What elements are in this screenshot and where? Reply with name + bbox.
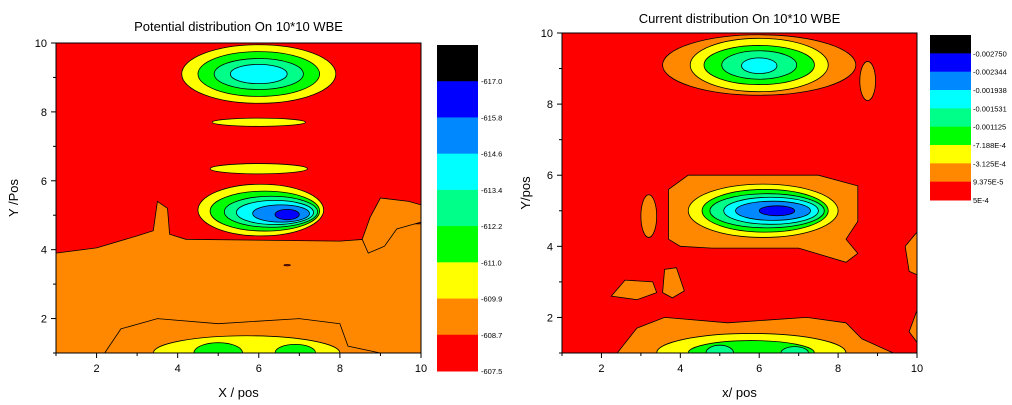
x-axis-label: X / pos [218,385,259,400]
x-tick-label: 10 [415,363,427,375]
colorbar-swatch [930,145,971,164]
contour-region [741,57,778,74]
contour-region [662,267,685,299]
contour-region [283,264,291,267]
colorbar-label: -0.001938 [973,86,1007,95]
colorbar-label: 5E-4 [973,196,989,205]
x-tick-label: 10 [911,363,923,375]
colorbar-swatch [930,181,971,201]
y-tick-label: 4 [547,241,553,253]
contour-region [904,231,917,276]
colorbar-label: -609.9 [481,295,502,304]
contour-area [56,43,421,353]
x-tick-label: 6 [256,363,262,375]
colorbar-label: -615.8 [481,113,502,122]
colorbar-swatch [930,126,971,146]
colorbar-swatch [437,81,478,118]
chart-1: 2 4 6 8 10 2 4 6 8 10 Potential distribution On 10… [6,19,502,400]
y-tick-label: 10 [35,38,47,50]
colorbar: -617.0 -615.8 -614.6 -613.4 -612.2 -611.0 -609… [437,45,502,376]
y-tick-label: 6 [41,176,47,188]
colorbar-label: -611.0 [481,258,502,267]
colorbar-label: -0.001125 [973,123,1006,132]
y-tick-label: 8 [547,99,553,111]
colorbar-label: -612.2 [481,222,502,231]
chart-2: 2 4 6 8 10 2 4 6 8 10 Current distribution On 10*1… [518,11,1007,400]
x-tick-label: 4 [677,363,683,375]
contour-region [274,208,300,221]
x-tick-label: 8 [835,363,841,375]
contour-region [211,117,306,127]
contour-region [640,194,658,238]
x-tick-label: 8 [337,363,343,375]
colorbar-label: 9.375E-5 [973,178,1003,187]
contour-region [780,346,809,353]
colorbar-swatch [437,45,478,82]
contour-region [859,61,876,101]
colorbar: -0.002750 -0.002344 -0.001938 -0.001531 -0.0… [930,35,1007,205]
y-tick-label: 4 [41,245,47,257]
colorbar-label: -613.4 [481,186,502,195]
chart-title: Current distribution On 10*10 WBE [639,11,841,26]
colorbar-label: -0.002344 [973,68,1007,77]
plot-frame [55,42,422,354]
colorbar-swatch [437,226,478,263]
x-axis-label: x/ pos [722,385,757,400]
contour-region [361,197,421,254]
plot-frame [561,32,918,354]
y-axis-label: Y/pos [518,176,533,210]
contour-area [562,33,917,353]
colorbar-swatch [930,90,971,109]
colorbar-swatch [930,71,971,91]
colorbar-swatch [437,153,478,191]
contour-region [758,205,796,217]
colorbar-swatch [437,298,478,336]
y-tick-label: 8 [41,107,47,119]
contour-region [209,163,308,175]
colorbar-label: -608.7 [481,331,502,340]
colorbar-swatch [437,262,478,300]
colorbar-swatch [930,163,971,183]
x-tick-label: 6 [756,363,762,375]
y-tick-label: 10 [541,28,553,40]
colorbar-label: -0.002750 [973,49,1007,58]
y-axis-label: Y /Pos [6,178,21,217]
contour-region [56,200,421,353]
colorbar-swatch [437,117,478,155]
colorbar-swatch [930,35,971,54]
contour-region [908,310,917,343]
contour-region [610,279,658,301]
x-tick-label: 2 [598,363,604,375]
colorbar-swatch [437,189,478,227]
x-tick-label: 4 [175,363,181,375]
colorbar-label: -617.0 [481,77,502,86]
y-tick-label: 2 [41,314,47,326]
colorbar-label: -614.6 [481,150,502,159]
colorbar-label: -7.188E-4 [973,141,1006,150]
contour-region [229,63,288,85]
colorbar-label: -0.001531 [973,104,1007,113]
colorbar-swatch [930,53,971,73]
chart-title: Potential distribution On 10*10 WBE [134,19,343,34]
colorbar-swatch [437,334,478,372]
y-tick-label: 6 [547,170,553,182]
colorbar-label: -3.125E-4 [973,159,1006,168]
colorbar-swatch [930,108,971,128]
y-tick-label: 2 [547,312,553,324]
x-tick-label: 2 [93,363,99,375]
colorbar-label: -607.5 [481,367,502,376]
